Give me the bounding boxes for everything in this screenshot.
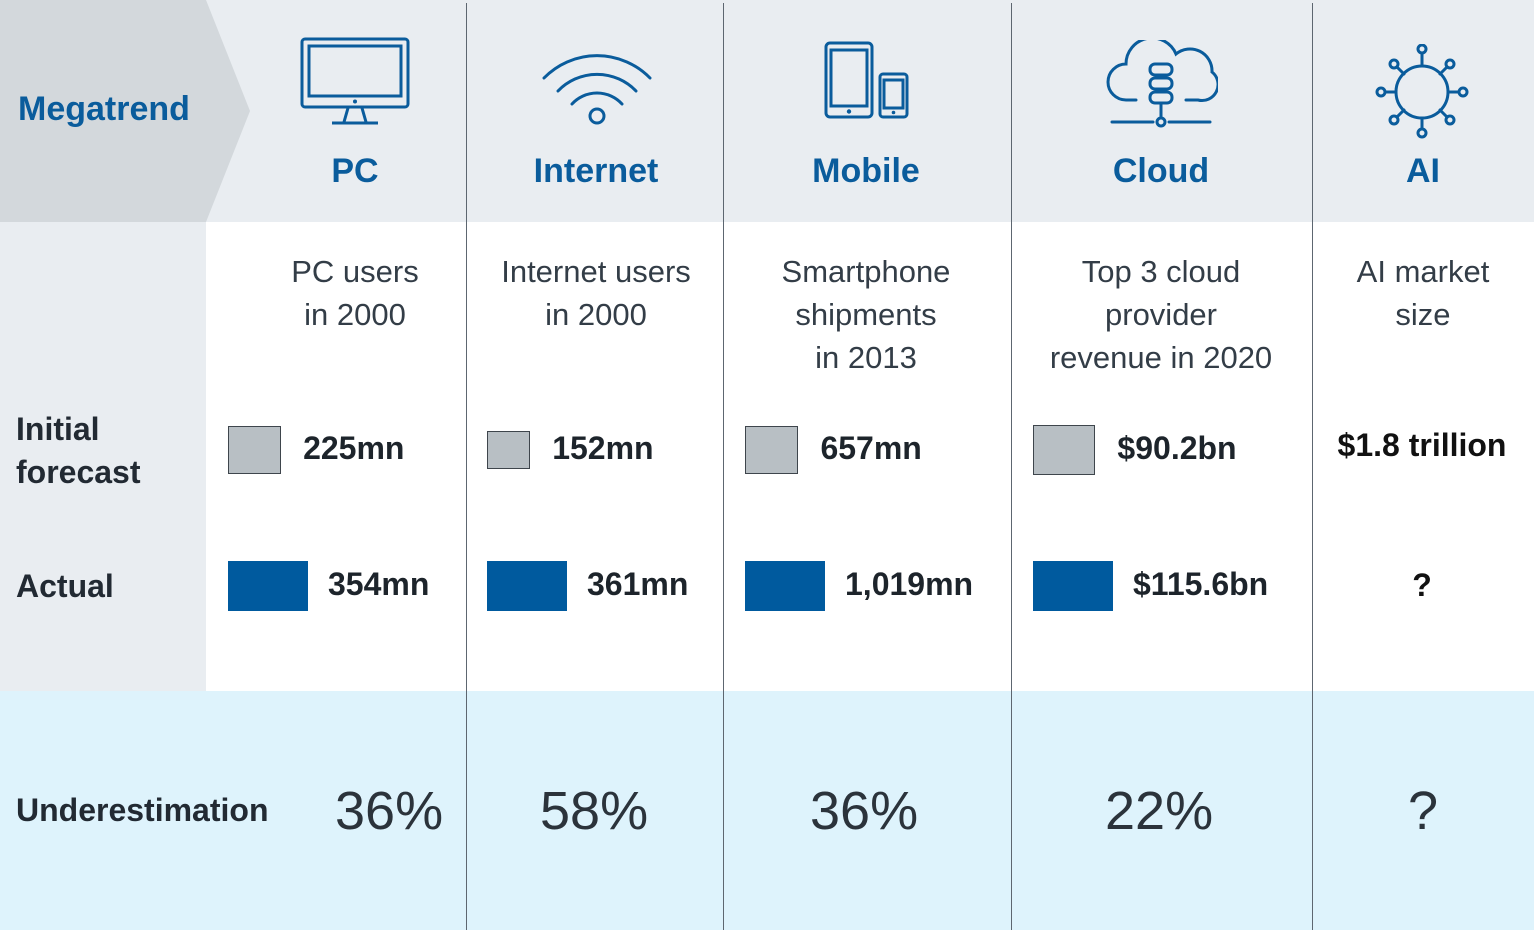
megatrend-label: Megatrend [18,90,190,128]
column-divider [1312,3,1313,930]
initial-forecast-bar-cloud [1033,425,1096,475]
metric-line: provider [1105,297,1217,332]
tablet-and-phone-icon [824,41,909,119]
metric-line: revenue in 2020 [1049,340,1273,375]
underestimation-value-ai: ? [1408,781,1439,841]
metric-line: size [1395,297,1451,332]
metric-label-ai: AI market size [1280,250,1534,336]
underestimation-value-internet: 58% [540,781,649,841]
underestimation-band [0,691,1534,930]
ai-network-icon [1375,44,1469,139]
metric-label-cloud: Top 3 cloud provider revenue in 2020 [1018,250,1304,379]
category-title-cloud: Cloud [1112,152,1210,190]
actual-value-pc: 354mn [328,566,430,602]
underestimation-value-pc: 36% [335,781,444,841]
header-band [0,0,1534,222]
metric-line: Top 3 cloud [1081,254,1241,289]
initial-forecast-value-pc: 225mn [303,430,405,466]
metric-line: shipments [795,297,937,332]
column-divider [723,3,724,930]
initial-forecast-value-ai: $1.8 trillion [1337,427,1507,463]
actual-bar-mobile [745,561,825,611]
underestimation-value-mobile: 36% [810,781,919,841]
actual-value-mobile: 1,019mn [845,566,974,602]
actual-value-ai: ? [1412,567,1432,603]
row-label-underestimation: Underestimation [16,792,269,828]
actual-bar-cloud [1033,561,1113,611]
column-divider [466,3,467,930]
initial-forecast-value-mobile: 657mn [820,430,922,466]
category-title-internet: Internet [533,152,659,190]
category-title-ai: AI [1406,152,1440,190]
metric-label-mobile: Smartphone shipments in 2013 [723,250,1009,379]
metric-line: in 2013 [815,340,917,375]
category-title-mobile: Mobile [812,152,920,190]
row-label-line: Initial [16,411,100,447]
actual-value-internet: 361mn [587,566,689,602]
megatrend-arrow [0,0,250,222]
metric-line: PC users [291,254,419,289]
cloud-server-icon [1106,40,1218,128]
actual-bar-internet [487,561,567,611]
category-title-pc: PC [331,152,379,190]
row-label-band [0,222,206,691]
row-label-initial-forecast: Initial forecast [16,408,141,494]
metric-label-internet: Internet users in 2000 [453,250,739,336]
metric-line: in 2000 [545,297,647,332]
underestimation-value-cloud: 22% [1105,781,1214,841]
row-label-line: forecast [16,454,141,490]
wifi-icon [542,54,652,125]
metric-line: AI market [1356,254,1490,289]
initial-forecast-bar-internet [487,430,531,470]
column-divider [1011,3,1012,930]
row-label-actual: Actual [16,568,114,604]
initial-forecast-bar-mobile [745,425,799,475]
initial-forecast-bar-pc [228,426,282,474]
metric-line: Internet users [501,254,691,289]
metric-label-pc: PC users in 2000 [212,250,498,336]
actual-value-cloud: $115.6bn [1133,566,1269,602]
metric-line: in 2000 [304,297,406,332]
initial-forecast-value-cloud: $90.2bn [1117,430,1237,466]
desktop-monitor-icon [300,37,410,125]
metric-line: Smartphone [781,254,951,289]
initial-forecast-value-internet: 152mn [552,430,654,466]
actual-bar-pc [228,561,308,611]
